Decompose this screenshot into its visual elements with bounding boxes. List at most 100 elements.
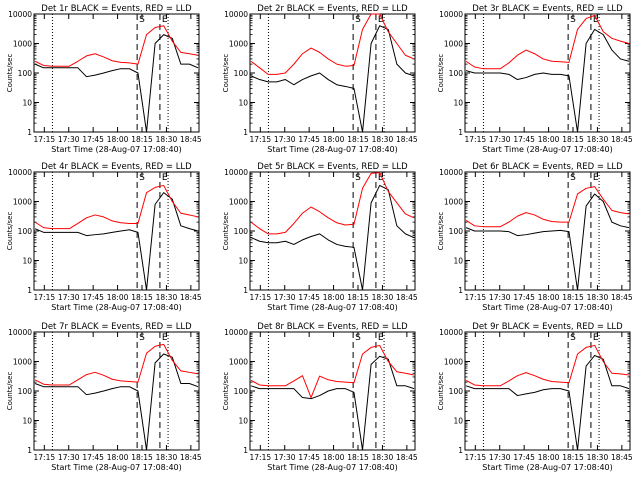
y-axis-label: Counts/sec	[437, 372, 445, 411]
chart-panel-2: Det 2r BLACK = Events, RED = LLD 1 10 100 10…	[222, 4, 418, 154]
y-tick-label: 100	[234, 69, 249, 78]
y-tick-label: 1	[27, 446, 32, 455]
y-tick-label: 10	[22, 417, 32, 426]
x-axis-label: Start Time (28-Aug-07 17:08:40)	[482, 463, 613, 472]
y-tick-label: 1	[243, 128, 248, 137]
y-tick-label: 10	[453, 417, 463, 426]
y-tick-label: 1	[243, 286, 248, 295]
x-tick-label: 18:15	[562, 293, 584, 302]
x-tick-label: 17:15	[465, 453, 487, 462]
y-tick-label: 100	[449, 227, 464, 236]
y-tick-label: 1000	[229, 198, 248, 207]
y-axis-label: Counts/sec	[6, 372, 14, 411]
x-tick-label: 17:15	[250, 293, 272, 302]
x-tick-label: 17:30	[274, 135, 296, 144]
x-tick-label: 17:30	[489, 293, 511, 302]
x-tick-label: 17:30	[58, 293, 80, 302]
y-tick-label: 10000	[224, 168, 248, 177]
series-line-lld	[465, 14, 630, 70]
x-tick-label: 17:30	[58, 453, 80, 462]
x-axis-label: Start Time (28-Aug-07 17:08:40)	[51, 145, 182, 154]
x-axis-label: Start Time (28-Aug-07 17:08:40)	[267, 145, 398, 154]
y-axis-label: Counts/sec	[222, 54, 230, 93]
x-tick-label: 18:30	[587, 453, 609, 462]
x-tick-label: 17:15	[250, 135, 272, 144]
y-tick-label: 1000	[444, 198, 463, 207]
x-tick-label: 17:15	[34, 293, 56, 302]
series-line-lld	[34, 25, 199, 67]
chart-title: Det 4r BLACK = Events, RED = LLD	[41, 162, 192, 172]
x-tick-label: 18:45	[180, 453, 202, 462]
y-tick-label: 1000	[229, 358, 248, 367]
series-line-events	[250, 25, 415, 133]
y-tick-label: 100	[18, 227, 33, 236]
y-axis-label: Counts/sec	[222, 372, 230, 411]
series-line-events	[34, 192, 199, 291]
time-marker-label: E	[378, 173, 384, 183]
time-marker-label: E	[378, 15, 384, 25]
time-marker-label: E	[378, 333, 384, 343]
x-tick-label: 18:00	[323, 453, 345, 462]
x-tick-label: 17:15	[465, 135, 487, 144]
y-tick-label: 10000	[224, 328, 248, 337]
y-tick-label: 1	[458, 446, 463, 455]
plot-frame	[464, 331, 631, 451]
x-tick-label: 18:45	[396, 293, 418, 302]
series-line-lld	[465, 344, 630, 387]
time-marker-label: E	[162, 333, 168, 343]
x-tick-label: 18:00	[107, 453, 129, 462]
chart-panel-3: Det 3r BLACK = Events, RED = LLD 1 10 100 10…	[437, 4, 633, 154]
x-tick-label: 18:30	[372, 135, 394, 144]
chart-title: Det 1r BLACK = Events, RED = LLD	[41, 4, 192, 14]
y-axis-label: Counts/sec	[437, 54, 445, 93]
x-tick-label: 17:15	[465, 293, 487, 302]
x-tick-label: 18:30	[372, 453, 394, 462]
x-tick-label: 18:30	[156, 453, 178, 462]
y-tick-label: 1000	[13, 40, 32, 49]
plot-frame	[33, 171, 200, 291]
y-tick-label: 10	[22, 99, 32, 108]
x-tick-label: 17:45	[513, 135, 535, 144]
x-tick-label: 17:30	[58, 135, 80, 144]
x-tick-label: 18:00	[538, 453, 560, 462]
x-axis-label: Start Time (28-Aug-07 17:08:40)	[267, 303, 398, 312]
chart-title: Det 3r BLACK = Events, RED = LLD	[472, 4, 623, 14]
time-marker-label: S	[570, 173, 576, 183]
plot-frame	[249, 331, 416, 451]
x-tick-label: 17:45	[298, 135, 320, 144]
x-tick-label: 18:00	[538, 135, 560, 144]
chart-panel-4: Det 4r BLACK = Events, RED = LLD 1 10 100 10…	[6, 162, 202, 312]
x-tick-label: 18:00	[323, 293, 345, 302]
series-line-events	[34, 353, 199, 451]
y-tick-label: 10000	[224, 10, 248, 19]
x-tick-label: 18:30	[372, 293, 394, 302]
x-tick-label: 18:45	[611, 453, 633, 462]
y-axis-label: Counts/sec	[437, 212, 445, 251]
y-tick-label: 1000	[13, 358, 32, 367]
y-tick-label: 10000	[439, 328, 463, 337]
x-tick-label: 18:00	[323, 135, 345, 144]
x-tick-label: 17:45	[513, 453, 535, 462]
x-tick-label: 18:30	[587, 293, 609, 302]
y-tick-label: 1	[458, 286, 463, 295]
y-tick-label: 100	[234, 387, 249, 396]
x-tick-label: 17:15	[34, 135, 56, 144]
x-tick-label: 18:15	[562, 135, 584, 144]
chart-panel-6: Det 6r BLACK = Events, RED = LLD 1 10 100 10…	[437, 162, 633, 312]
plot-frame	[33, 13, 200, 133]
x-tick-label: 17:30	[489, 453, 511, 462]
x-tick-label: 17:45	[298, 293, 320, 302]
time-marker-label: E	[162, 173, 168, 183]
y-tick-label: 10	[238, 99, 248, 108]
y-tick-label: 1000	[13, 198, 32, 207]
x-tick-label: 17:45	[82, 293, 104, 302]
x-tick-label: 17:30	[274, 293, 296, 302]
plot-frame	[33, 331, 200, 451]
series-line-lld	[250, 13, 415, 75]
y-tick-label: 1	[243, 446, 248, 455]
time-marker-label: S	[139, 333, 145, 343]
y-tick-label: 10	[238, 417, 248, 426]
chart-title: Det 6r BLACK = Events, RED = LLD	[472, 162, 623, 172]
chart-panel-7: Det 7r BLACK = Events, RED = LLD 1 10 100 10…	[6, 322, 202, 472]
